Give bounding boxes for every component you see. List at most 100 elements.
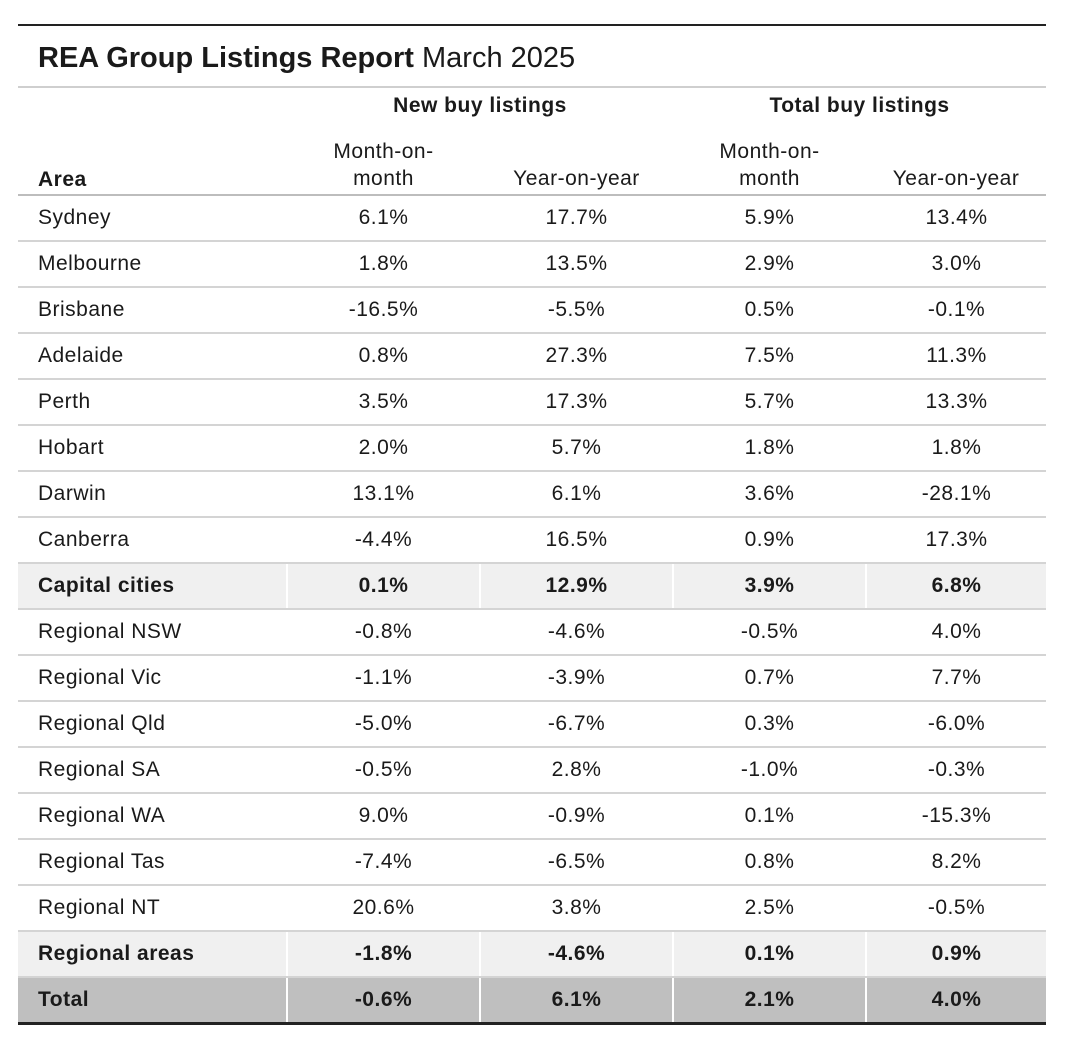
value-cell: -0.1% <box>865 287 1047 334</box>
value-cell: -1.8% <box>286 931 480 978</box>
value-cell: 6.1% <box>478 471 674 518</box>
area-cell: Adelaide <box>18 333 287 380</box>
area-cell: Canberra <box>18 517 287 564</box>
listings-table: New buy listings Total buy listings Area… <box>18 88 1047 1025</box>
area-cell: Brisbane <box>18 287 287 334</box>
column-header-cell: Month-on-month <box>673 124 867 196</box>
value-cell: -0.3% <box>865 747 1047 794</box>
value-cell: 0.8% <box>286 333 480 380</box>
table-row: Regional Vic -1.1% -3.9% 0.7% 7.7% <box>18 655 1047 702</box>
area-cell: Regional Vic <box>18 655 287 702</box>
value-cell: 6.1% <box>478 977 674 1025</box>
value-cell: -4.6% <box>478 609 674 656</box>
value-cell: 6.1% <box>286 195 480 242</box>
table-row: Hobart 2.0% 5.7% 1.8% 1.8% <box>18 425 1047 472</box>
table-row: Regional NSW -0.8% -4.6% -0.5% 4.0% <box>18 609 1047 656</box>
column-header: Year-on-year <box>513 167 640 190</box>
group-header: New buy listings <box>393 94 567 117</box>
value-cell: 20.6% <box>286 885 480 932</box>
value-cell: -0.9% <box>478 793 674 840</box>
value-cell: 5.9% <box>672 195 867 242</box>
table-row: Darwin 13.1% 6.1% 3.6% -28.1% <box>18 471 1047 518</box>
area-cell: Regional NT <box>18 885 287 932</box>
value-cell: 0.1% <box>672 931 867 978</box>
value-cell: -4.6% <box>478 931 674 978</box>
table-body: Sydney 6.1% 17.7% 5.9% 13.4% Melbourne 1.8% 13.… <box>18 195 1047 1025</box>
value-cell: 3.9% <box>672 563 867 610</box>
value-cell: 0.3% <box>672 701 867 748</box>
value-cell: 3.5% <box>286 379 480 426</box>
column-header: Area <box>18 124 287 196</box>
value-cell: 7.7% <box>865 655 1047 702</box>
value-cell: 1.8% <box>865 425 1047 472</box>
column-header: Year-on-year <box>892 167 1020 190</box>
table-row: Capital cities 0.1% 12.9% 3.9% 6.8% <box>18 563 1047 610</box>
area-cell: Melbourne <box>18 241 287 288</box>
value-cell: -0.5% <box>865 885 1047 932</box>
value-cell: 5.7% <box>478 425 674 472</box>
column-header-cell: Year-on-year <box>866 124 1047 196</box>
area-cell: Sydney <box>18 195 287 242</box>
value-cell: 12.9% <box>478 563 674 610</box>
value-cell: 17.3% <box>865 517 1047 564</box>
value-cell: 7.5% <box>672 333 867 380</box>
value-cell: 0.5% <box>672 287 867 334</box>
value-cell: -3.9% <box>478 655 674 702</box>
value-cell: -7.4% <box>286 839 480 886</box>
empty-cell <box>18 88 287 124</box>
area-cell: Regional areas <box>18 931 287 978</box>
title: REA Group Listings Report March 2025 <box>18 26 1046 88</box>
value-cell: 8.2% <box>865 839 1047 886</box>
value-cell: 11.3% <box>865 333 1047 380</box>
table-row: Regional SA -0.5% 2.8% -1.0% -0.3% <box>18 747 1047 794</box>
value-cell: 1.8% <box>286 241 480 288</box>
area-cell: Regional NSW <box>18 609 287 656</box>
group-header: Total buy listings <box>769 94 950 117</box>
area-cell: Total <box>18 977 287 1025</box>
value-cell: 3.8% <box>478 885 674 932</box>
table-row: Perth 3.5% 17.3% 5.7% 13.3% <box>18 379 1047 426</box>
value-cell: 3.6% <box>672 471 867 518</box>
column-header-cell: Month-on-month <box>287 124 480 196</box>
value-cell: -0.6% <box>286 977 480 1025</box>
value-cell: 0.8% <box>672 839 867 886</box>
value-cell: 13.5% <box>478 241 674 288</box>
value-cell: -1.1% <box>286 655 480 702</box>
area-cell: Regional Tas <box>18 839 287 886</box>
table-row: Total -0.6% 6.1% 2.1% 4.0% <box>18 977 1047 1025</box>
value-cell: 0.1% <box>672 793 867 840</box>
value-cell: -6.5% <box>478 839 674 886</box>
value-cell: 4.0% <box>865 977 1047 1025</box>
value-cell: 0.9% <box>865 931 1047 978</box>
table-row: Regional NT 20.6% 3.8% 2.5% -0.5% <box>18 885 1047 932</box>
value-cell: 27.3% <box>478 333 674 380</box>
title-main: REA Group Listings Report <box>38 42 414 74</box>
column-header: Month-on-month <box>719 140 820 190</box>
group-header-row: New buy listings Total buy listings <box>18 88 1046 124</box>
value-cell: 1.8% <box>672 425 867 472</box>
value-cell: -28.1% <box>865 471 1047 518</box>
value-cell: -0.8% <box>286 609 480 656</box>
report: REA Group Listings Report March 2025 New… <box>18 24 1047 1025</box>
value-cell: 13.4% <box>865 195 1047 242</box>
column-header-row: Area Month-on-month Year-on-year Month-o… <box>18 124 1047 196</box>
value-cell: 2.1% <box>672 977 867 1025</box>
column-header-cell: Year-on-year <box>480 124 674 196</box>
value-cell: 17.7% <box>478 195 674 242</box>
column-header: Month-on-month <box>333 140 434 190</box>
table-row: Brisbane -16.5% -5.5% 0.5% -0.1% <box>18 287 1047 334</box>
value-cell: 0.7% <box>672 655 867 702</box>
table-row: Regional WA 9.0% -0.9% 0.1% -15.3% <box>18 793 1047 840</box>
table-row: Regional Tas -7.4% -6.5% 0.8% 8.2% <box>18 839 1047 886</box>
value-cell: -1.0% <box>672 747 867 794</box>
title-date: March 2025 <box>422 42 576 74</box>
value-cell: 4.0% <box>865 609 1047 656</box>
table-row: Adelaide 0.8% 27.3% 7.5% 11.3% <box>18 333 1047 380</box>
area-cell: Regional Qld <box>18 701 287 748</box>
area-cell: Darwin <box>18 471 287 518</box>
value-cell: -0.5% <box>672 609 867 656</box>
value-cell: -5.0% <box>286 701 480 748</box>
area-cell: Regional SA <box>18 747 287 794</box>
value-cell: -6.0% <box>865 701 1047 748</box>
